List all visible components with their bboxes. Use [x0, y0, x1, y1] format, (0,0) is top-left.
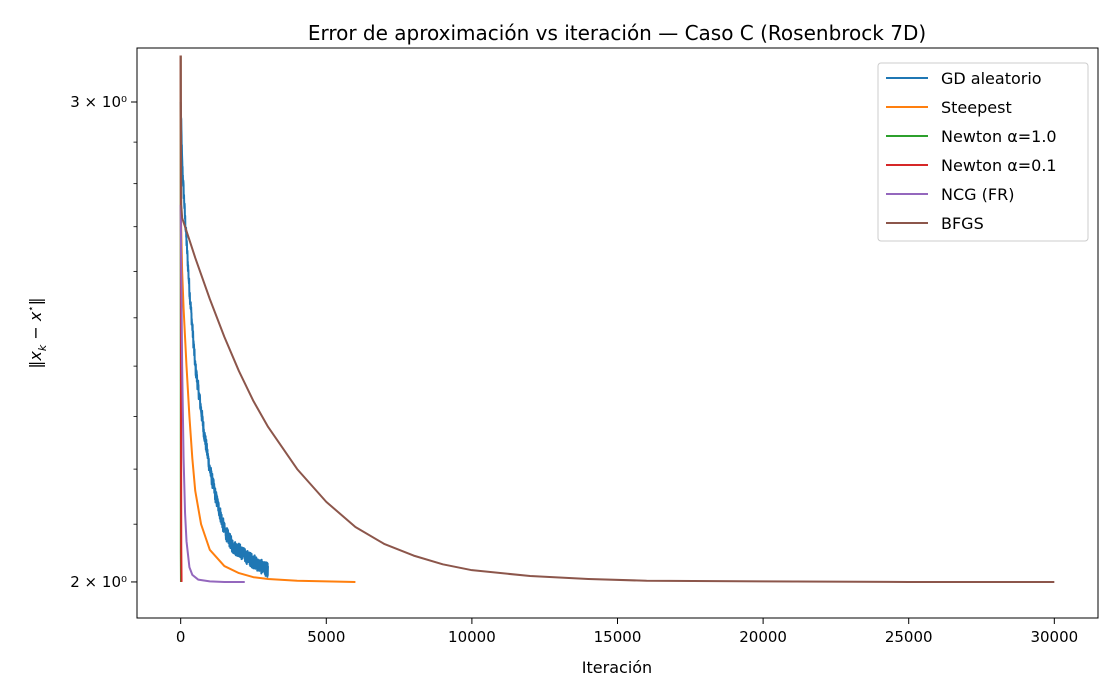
legend-label: NCG (FR)	[941, 185, 1014, 204]
x-tick-label: 10000	[448, 628, 496, 646]
series-line	[179, 55, 1055, 583]
y-axis-label-star: ⋆	[26, 305, 37, 311]
legend-label: BFGS	[941, 214, 984, 233]
series-line	[179, 204, 245, 583]
legend: GD aleatorio Steepest Newton α=1.0 Newton α…	[877, 62, 1089, 242]
y-axis-label-sub-k: k	[36, 344, 49, 351]
legend-label: Newton α=0.1	[941, 156, 1057, 175]
legend-label: Newton α=1.0	[941, 127, 1057, 146]
plot-area	[179, 55, 1055, 583]
legend-label: Steepest	[941, 98, 1012, 117]
axes: 0 5000 10000 15000 20000 25000 30000 2 × 10⁰ 3 ×…	[70, 93, 1078, 646]
y-tick-label: 2 × 10⁰	[70, 573, 127, 591]
x-tick-label: 30000	[1030, 628, 1078, 646]
y-axis-label-minus: −	[26, 321, 45, 345]
legend-box	[877, 62, 1089, 242]
y-axis-label-xstar: x	[26, 311, 45, 322]
y-axis-label-norm-close: ‖	[26, 297, 45, 305]
x-tick-label: 5000	[307, 628, 345, 646]
x-tick-label: 25000	[885, 628, 933, 646]
y-axis-label-norm-open: ‖	[26, 361, 45, 369]
y-axis-label: ‖xk − x⋆‖	[26, 297, 49, 368]
legend-label: GD aleatorio	[941, 69, 1042, 88]
series-line	[179, 204, 356, 583]
x-tick-label: 0	[176, 628, 186, 646]
series-line	[179, 101, 270, 578]
y-axis-label-x: x	[26, 351, 45, 362]
x-tick-label: 20000	[739, 628, 787, 646]
chart-title: Error de aproximación vs iteración — Cas…	[308, 21, 926, 45]
y-tick-label: 3 × 10⁰	[70, 93, 127, 111]
x-axis-label: Iteración	[582, 658, 652, 677]
x-tick-label: 15000	[594, 628, 642, 646]
